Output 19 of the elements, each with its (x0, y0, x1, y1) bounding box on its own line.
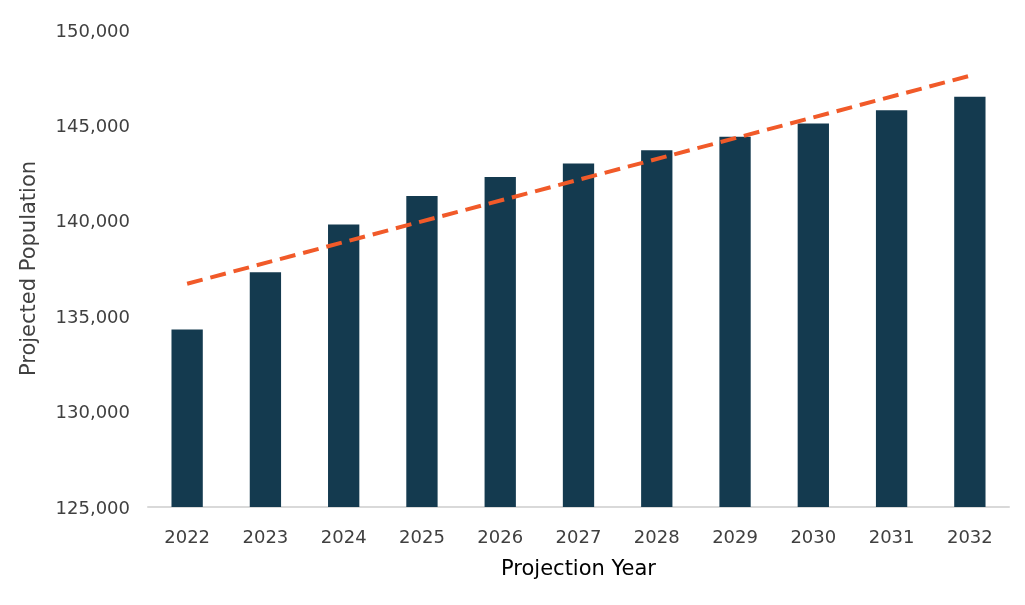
x-tick-label: 2022 (164, 525, 211, 547)
x-tick-label: 2028 (633, 525, 680, 547)
x-axis-title: Projection Year (501, 555, 657, 580)
x-tick-label: 2032 (946, 525, 993, 547)
y-tick-label: 145,000 (55, 114, 130, 136)
x-tick-label: 2031 (868, 525, 915, 547)
y-tick-label: 150,000 (55, 19, 130, 41)
x-tick-label: 2024 (320, 525, 367, 547)
x-tick-label: 2027 (555, 525, 602, 547)
y-tick-label: 135,000 (55, 305, 130, 327)
x-tick-label: 2030 (790, 525, 837, 547)
y-tick-label: 125,000 (55, 496, 130, 518)
x-tick-label: 2025 (399, 525, 445, 547)
x-tick-label: 2026 (477, 525, 524, 547)
y-tick-label: 140,000 (55, 210, 130, 232)
y-axis-title: Projected Population (15, 160, 40, 377)
y-tick-label: 130,000 (55, 401, 130, 423)
x-tick-label: 2029 (712, 525, 758, 547)
x-tick-label: 2023 (242, 525, 289, 547)
